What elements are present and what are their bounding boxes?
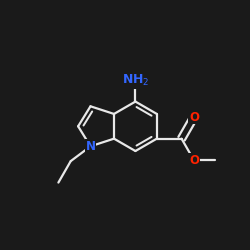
Text: NH$_2$: NH$_2$ — [122, 73, 149, 88]
Text: N: N — [86, 140, 96, 153]
Text: O: O — [189, 154, 199, 167]
Text: O: O — [189, 111, 199, 124]
